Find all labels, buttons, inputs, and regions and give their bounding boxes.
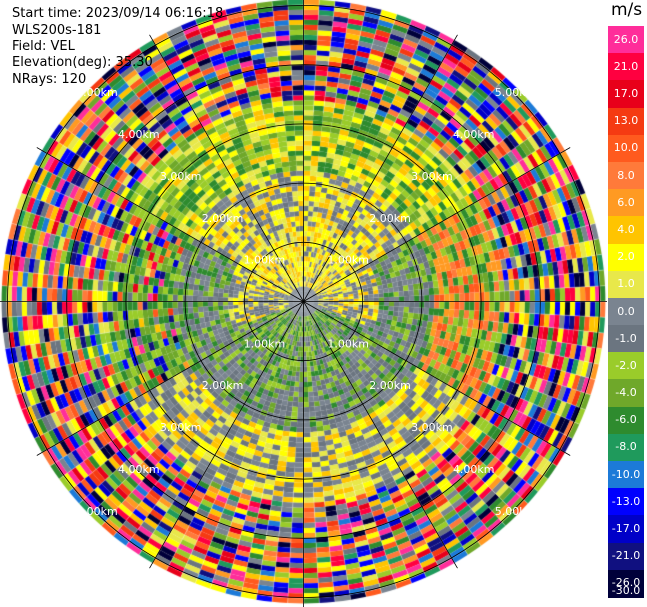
nrays-label: NRays: 120 (12, 72, 87, 87)
range-ring-label: 1.00km (327, 337, 369, 350)
range-ring-label: 2.00km (202, 379, 244, 392)
colorbar-segment (608, 53, 644, 82)
colorbar-segment (608, 433, 644, 463)
range-ring-label: 1.00km (244, 254, 286, 267)
colorbar-tick-label: -4.0 (615, 386, 637, 400)
azimuth-spoke (149, 301, 304, 569)
range-ring-label: 1.00km (327, 254, 369, 267)
range-ring-label: 4.00km (453, 128, 495, 141)
range-ring-overlay: 1.00km 1.00km 1.00km 1.00km 2.00km 2.00km 2.00… (0, 0, 607, 607)
colorbar-tick-label: -17.0 (611, 522, 641, 536)
colorbar-tick-label: 13.0 (613, 114, 639, 128)
colorbar-tick-label: -1.0 (615, 331, 637, 345)
colorbar-tick-label: -13.0 (611, 494, 641, 508)
range-ring-label: 5.00km (495, 505, 537, 518)
colorbar-units: m/s (611, 0, 643, 20)
colorbar: 26.0 21.0 17.0 13.0 10.0 8.0 6.0 4.0 2.0 1.0 0.0 -1… (608, 26, 644, 598)
colorbar-tick-label: -6.0 (615, 413, 637, 427)
instrument-label: WLS200s-181 (12, 23, 102, 38)
range-ring-label: 3.00km (411, 170, 453, 183)
elevation-label: Elevation(deg): 35.30 (12, 55, 153, 70)
colorbar-tick-label: 2.0 (617, 250, 635, 264)
colorbar-segment (608, 406, 644, 435)
range-ring-label: 5.00km (76, 505, 118, 518)
azimuth-spoke (149, 34, 304, 302)
colorbar-tick-label: -10.0 (611, 467, 641, 481)
colorbar-tick-label: 21.0 (613, 59, 639, 73)
colorbar-tick-label: 8.0 (617, 168, 635, 182)
colorbar-segment (608, 26, 644, 55)
colorbar-segment (608, 107, 644, 136)
colorbar-segment (608, 569, 644, 598)
colorbar-tick-label: -26.0 (611, 576, 641, 590)
colorbar-segment (608, 515, 644, 544)
azimuth-spoke (36, 147, 304, 302)
colorbar-segment (608, 80, 644, 109)
range-ring-label: 4.00km (118, 463, 160, 476)
colorbar-tick-label: 1.0 (617, 277, 635, 291)
azimuth-spoke (36, 301, 304, 456)
colorbar-segment (608, 161, 644, 191)
range-ring-label: 3.00km (160, 421, 202, 434)
azimuth-spoke (303, 301, 571, 456)
colorbar-segment (608, 461, 644, 490)
azimuth-spoke (303, 34, 458, 302)
range-ring-label: 4.00km (453, 463, 495, 476)
colorbar-segment (608, 134, 644, 163)
colorbar-segment (608, 297, 644, 327)
colorbar-segment (608, 542, 644, 571)
range-ring-label: 5.00km (495, 86, 537, 99)
colorbar-tick-label: 10.0 (613, 141, 639, 155)
start-time-label: Start time: 2023/09/14 06:16:18 (12, 6, 224, 21)
colorbar-segment (608, 189, 644, 218)
range-ring-label: 1.00km (244, 337, 286, 350)
range-ring-label: 5.00km (76, 86, 118, 99)
colorbar-segment (608, 325, 644, 354)
range-ring-label: 2.00km (202, 212, 244, 225)
colorbar-tick-label: -8.0 (615, 440, 637, 454)
range-ring-label: 4.00km (118, 128, 160, 141)
colorbar-tick-label: 17.0 (613, 86, 639, 100)
colorbar-tick-label: 0.0 (617, 304, 635, 318)
colorbar-segment (608, 270, 644, 299)
colorbar-tick-label: -21.0 (611, 549, 641, 563)
field-label: Field: VEL (12, 39, 75, 54)
range-ring-label: 3.00km (411, 421, 453, 434)
range-ring-label: 2.00km (369, 379, 411, 392)
colorbar-tick-label: 26.0 (613, 32, 639, 46)
colorbar-segment (608, 352, 644, 381)
colorbar-segment (608, 216, 644, 245)
colorbar-segment (608, 379, 644, 408)
range-ring-label: 3.00km (160, 170, 202, 183)
colorbar-tick-label: -30.0 (611, 584, 641, 597)
azimuth-spoke (303, 301, 458, 569)
colorbar-segment (608, 488, 644, 517)
range-ring-label: 2.00km (369, 212, 411, 225)
colorbar-tick-label: 6.0 (617, 195, 635, 209)
colorbar-segment (608, 243, 644, 272)
colorbar-tick-label: 4.0 (617, 222, 635, 236)
azimuth-spoke (303, 147, 571, 302)
colorbar-tick-label: -2.0 (615, 358, 637, 372)
